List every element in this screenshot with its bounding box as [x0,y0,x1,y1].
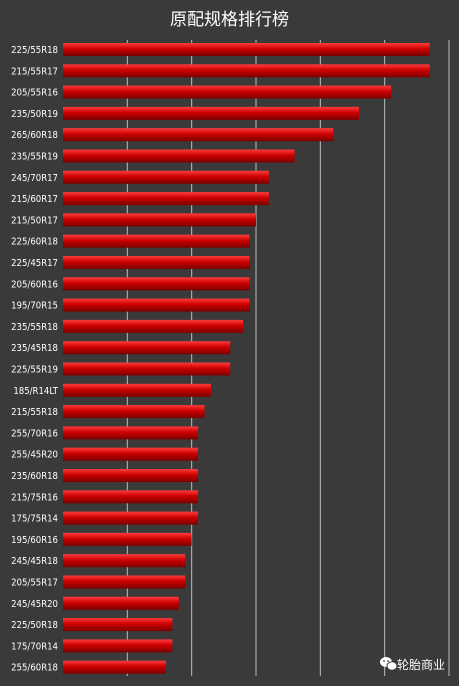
category-label: 205/60R16 [11,279,58,290]
bar [63,405,205,419]
bar [63,234,250,248]
category-label: 235/60R18 [11,471,58,482]
bar [63,319,244,333]
category-label: 215/50R17 [11,215,58,226]
bar [63,341,231,355]
category-label: 245/45R20 [11,599,58,610]
category-label: 235/45R18 [11,343,58,354]
bar [63,447,199,461]
category-label: 215/55R18 [11,407,58,418]
bar [63,256,250,269]
watermark-text: 轮胎商业 [397,657,445,672]
category-labels: 225/55R18 215/55R17 205/55R16 235/50R19 265/… [11,45,59,674]
category-label: 195/60R16 [11,535,58,546]
bar [63,383,211,397]
bar [63,64,430,78]
category-label: 265/60R18 [11,130,58,141]
bar [63,511,199,525]
category-label: 255/60R18 [11,663,58,674]
category-label: 205/55R17 [11,578,58,589]
bar [63,596,179,610]
bar [63,149,295,163]
bar [63,213,256,227]
category-label: 185/R14LT [13,386,58,397]
bars [63,43,430,674]
bar [63,532,192,546]
watermark: 轮胎商业 [380,657,445,672]
category-label: 175/70R14 [11,641,58,652]
bar [63,192,269,206]
category-label: 175/75R14 [11,514,58,525]
category-label: 225/55R19 [11,365,58,376]
bar [63,554,186,568]
bar [63,575,186,589]
bar [63,170,269,184]
chart-title: 原配规格排行榜 [170,10,289,30]
bar [63,469,199,482]
bar [63,128,334,142]
category-label: 245/70R17 [11,173,58,184]
category-label: 215/75R16 [11,492,58,503]
category-label: 195/70R15 [11,301,58,312]
category-label: 255/70R16 [11,428,58,439]
bar [63,639,173,653]
bar [63,277,250,291]
category-label: 205/55R16 [11,88,58,99]
bar [63,298,250,312]
category-label: 215/55R17 [11,66,58,77]
category-label: 225/55R18 [11,45,58,56]
bar [63,660,166,674]
category-label: 225/45R17 [11,258,58,269]
bar [63,43,430,56]
category-label: 215/60R17 [11,194,58,205]
gridlines [126,40,450,676]
bar [63,106,359,120]
bar [63,618,173,632]
bar [63,490,199,504]
category-label: 245/45R18 [11,556,58,567]
category-label: 235/55R19 [11,152,58,163]
bar [63,362,231,376]
category-label: 225/60R18 [11,237,58,248]
bar [63,85,392,99]
category-label: 255/45R20 [11,450,58,461]
category-label: 225/50R18 [11,620,58,631]
category-label: 235/55R18 [11,322,58,333]
category-label: 235/50R19 [11,109,58,120]
bar [63,426,199,440]
wechat-icon [380,657,398,671]
